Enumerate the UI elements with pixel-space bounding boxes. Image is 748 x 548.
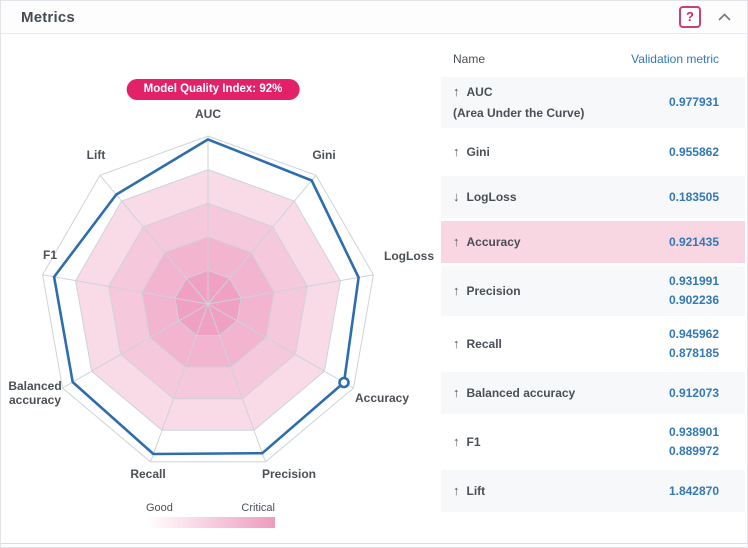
table-row-f1[interactable]: ↑ F1 0.938901 0.889972 <box>441 417 745 467</box>
metric-name: ↓ LogLoss <box>453 188 517 206</box>
metric-value: 0.945962 <box>668 327 719 341</box>
table-row-precision[interactable]: ↑ Precision 0.931991 0.902236 <box>441 266 745 316</box>
axis-label-accuracy: Accuracy <box>354 391 410 405</box>
metric-values: 0.977931 <box>669 93 719 112</box>
metric-values: 0.931991 0.902236 <box>669 272 719 310</box>
legend-gradient-bar <box>146 517 275 528</box>
metric-name: ↑ Lift <box>453 482 485 500</box>
model-quality-index-badge: Model Quality Index: 92% <box>126 79 300 100</box>
arrow-up-icon: ↑ <box>453 336 460 351</box>
metric-value: 0.889972 <box>668 444 719 458</box>
axis-label-precision: Precision <box>261 467 317 481</box>
metric-value: 1.842870 <box>668 483 719 498</box>
metric-value: 0.938901 <box>668 425 719 439</box>
arrow-up-icon: ↑ <box>453 84 460 99</box>
header-actions: ? <box>679 6 747 28</box>
metric-name: ↑ Recall <box>453 335 502 353</box>
accuracy-hover-marker <box>338 376 350 389</box>
metric-name: ↑ Precision <box>453 282 521 300</box>
metric-name-label: Lift <box>466 484 486 498</box>
axis-label-gini: Gini <box>312 148 336 162</box>
table-row-accuracy[interactable]: ↑ Accuracy 0.921435 <box>441 221 745 263</box>
metric-name: ↑ F1 <box>453 433 481 451</box>
metric-name-label: Balanced accuracy <box>466 386 576 400</box>
legend-critical-label: Critical <box>241 502 275 514</box>
table-row-recall[interactable]: ↑ Recall 0.945962 0.878185 <box>441 319 745 369</box>
legend-good-label: Good <box>146 502 173 514</box>
metric-values: 0.955862 <box>669 143 719 162</box>
arrow-up-icon: ↑ <box>453 483 460 498</box>
table-row-auc[interactable]: ↑ AUC (Area Under the Curve) 0.977931 <box>441 77 745 128</box>
metric-value: 0.183505 <box>668 189 719 204</box>
metric-values: 0.183505 <box>669 188 719 207</box>
metric-values: 0.938901 0.889972 <box>669 423 719 461</box>
arrow-up-icon: ↑ <box>453 434 460 449</box>
radar-chart-area: Model Quality Index: 92% AUC Gini LogLoss A… <box>1 35 434 548</box>
table-header: Name Validation metric <box>441 41 745 77</box>
metric-value: 0.931991 <box>668 274 719 288</box>
metric-name-label: Gini <box>466 145 490 159</box>
panel-header: Metrics ? <box>1 1 747 34</box>
metric-name-label: F1 <box>466 435 481 449</box>
table-body: ↑ AUC (Area Under the Curve) 0.977931 ↑ Gini 0… <box>441 77 745 512</box>
axis-label-logloss: LogLoss <box>384 249 434 263</box>
metric-name-label: Recall <box>466 337 502 351</box>
arrow-up-icon: ↑ <box>453 144 460 159</box>
axis-label-recall: Recall <box>130 467 166 481</box>
table-row-logloss[interactable]: ↓ LogLoss 0.183505 <box>441 176 745 218</box>
legend-labels: Good Critical <box>146 502 275 514</box>
axis-label-f1: F1 <box>42 248 58 262</box>
metric-name: ↑ Gini <box>453 143 490 161</box>
metric-name-label: Accuracy <box>466 235 521 249</box>
table-row-balanced-accuracy[interactable]: ↑ Balanced accuracy 0.912073 <box>441 372 745 414</box>
column-header-name: Name <box>453 52 486 66</box>
metric-name: ↑ AUC (Area Under the Curve) <box>453 83 584 122</box>
arrow-up-icon: ↑ <box>453 283 460 298</box>
panel-title: Metrics <box>21 8 75 26</box>
axis-label-auc: AUC <box>195 107 221 121</box>
panel-bottom-divider <box>1 543 747 544</box>
metric-values: 1.842870 <box>669 482 719 501</box>
metric-name-label: LogLoss <box>466 190 517 204</box>
help-button[interactable]: ? <box>679 6 701 28</box>
metric-subtitle: (Area Under the Curve) <box>453 106 585 120</box>
chevron-up-icon[interactable] <box>714 9 735 25</box>
metric-name: ↑ Accuracy <box>453 233 521 251</box>
metric-value: 0.912073 <box>668 385 719 400</box>
metric-values: 0.921435 <box>669 233 719 252</box>
column-header-validation-metric[interactable]: Validation metric <box>631 52 719 66</box>
arrow-down-icon: ↓ <box>453 189 460 204</box>
arrow-up-icon: ↑ <box>453 385 460 400</box>
metric-values: 0.912073 <box>669 384 719 403</box>
table-row-lift[interactable]: ↑ Lift 1.842870 <box>441 470 745 512</box>
metric-name: ↑ Balanced accuracy <box>453 384 575 402</box>
metric-values: 0.945962 0.878185 <box>669 325 719 363</box>
metric-value: 0.878185 <box>668 346 719 360</box>
metric-value: 0.921435 <box>668 234 719 249</box>
metric-value: 0.902236 <box>668 293 719 307</box>
arrow-up-icon: ↑ <box>453 234 460 249</box>
table-row-gini[interactable]: ↑ Gini 0.955862 <box>441 131 745 173</box>
metrics-table: Name Validation metric ↑ AUC (Area Under t… <box>441 41 745 515</box>
axis-label-balanced-accuracy: Balanced accuracy <box>8 379 62 407</box>
radar-chart[interactable] <box>1 35 433 548</box>
metric-name-label: AUC <box>466 85 493 99</box>
metric-name-label: Precision <box>466 284 521 298</box>
axis-label-lift: Lift <box>86 148 106 162</box>
metric-value: 0.955862 <box>668 144 719 159</box>
metric-value: 0.977931 <box>668 95 719 109</box>
